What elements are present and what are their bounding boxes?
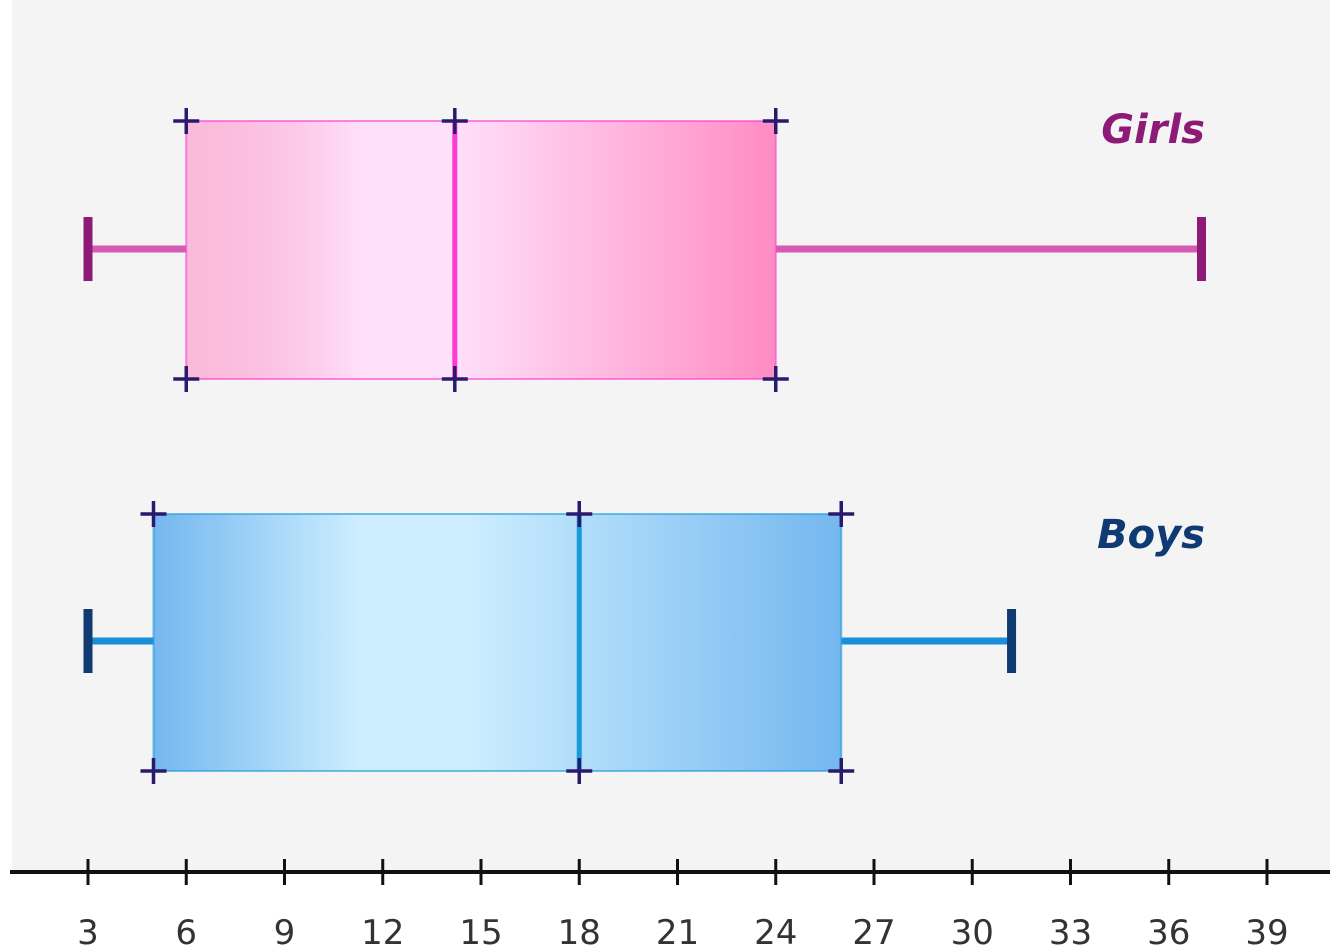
- x-tick-label-18: 18: [558, 913, 601, 945]
- girls-box: [185, 120, 777, 380]
- x-tick-label-27: 27: [852, 913, 895, 945]
- boys-q1-top-mark: [140, 501, 167, 527]
- girls-median-top-mark: [441, 108, 468, 134]
- boys-box-plot: Boys: [83, 501, 1205, 784]
- x-tick-label-24: 24: [754, 913, 797, 945]
- x-tick-label-21: 21: [656, 913, 699, 945]
- boys-q3-bottom-mark: [828, 758, 855, 784]
- girls-q3-bottom-mark: [762, 366, 789, 392]
- x-tick-label-15: 15: [459, 913, 502, 945]
- boys-q1-bottom-mark: [140, 758, 167, 784]
- girls-q1-bottom-mark: [173, 366, 200, 392]
- girls-q1-top-mark: [173, 108, 200, 134]
- series-layer: Girls Boys: [83, 107, 1206, 784]
- girls-series-label: Girls: [1101, 107, 1205, 153]
- girls-box-plot: Girls: [83, 107, 1206, 392]
- x-tick-label-39: 39: [1245, 913, 1288, 945]
- x-tick-label-33: 33: [1049, 913, 1092, 945]
- boys-median-bottom-mark: [566, 758, 593, 784]
- x-tick-label-6: 6: [175, 913, 197, 945]
- x-tick-label-36: 36: [1147, 913, 1190, 945]
- girls-q3-top-mark: [762, 108, 789, 134]
- x-tick-label-30: 30: [951, 913, 994, 945]
- x-tick-label-3: 3: [77, 913, 99, 945]
- boys-box: [152, 513, 843, 772]
- boys-q3-top-mark: [828, 501, 855, 527]
- boys-median-top-mark: [566, 501, 593, 527]
- x-tick-label-9: 9: [274, 913, 296, 945]
- girls-median-bottom-mark: [441, 366, 468, 392]
- boys-series-label: Boys: [1097, 512, 1205, 558]
- x-tick-label-12: 12: [361, 913, 404, 945]
- x-axis: 3 6 9 12 15 18 21 24 27 30 33 36 39: [10, 859, 1330, 945]
